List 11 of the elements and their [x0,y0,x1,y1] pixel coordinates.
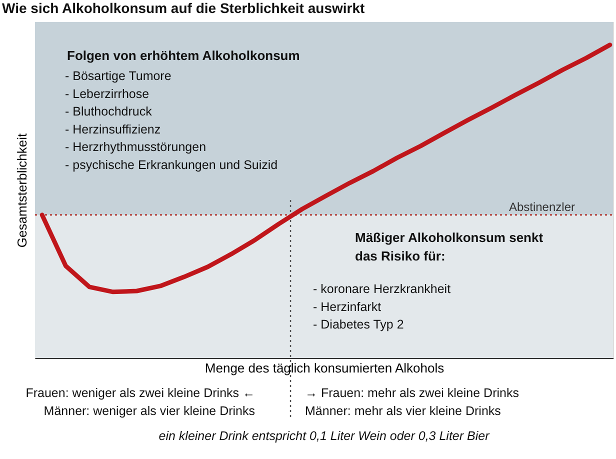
chart-title: Wie sich Alkoholkonsum auf die Sterblichkeit auswirkt [2,0,365,16]
x-axis-title: Menge des täglich konsumierten Alkohols [204,360,445,376]
annotation: Folgen von erhöhtem Alkoholkonsum [67,48,300,63]
text: → Frauen: mehr als zwei kleine Drinks Männer: mehr als vier kleine Drinks [305,386,519,418]
text: ein kleiner Drink entspricht 0,1 Liter Wein oder 0,3 Liter Bier [158,429,490,443]
annotation: Mäßiger Alkoholkonsum senkt das Risiko für: [355,230,544,264]
annotation: - koronare Herzkrankheit - Herzinfarkt - Diabetes Typ 2 [313,282,452,332]
y-axis-title: Gesamtsterblichkeit [14,133,30,248]
annotation: - Bösartige Tumore - Leberzirrhose - Bluthochdruck - Herzinsuffizienz - Herzrhythmusstörungen - psychische Erkrankungen und Suizid [65,69,278,172]
ref-line-label: Abstinenzler [508,200,575,214]
text: Frauen: weniger als zwei kleine Drinks ← Männer: weniger als vier kleine Drinks [26,386,255,418]
